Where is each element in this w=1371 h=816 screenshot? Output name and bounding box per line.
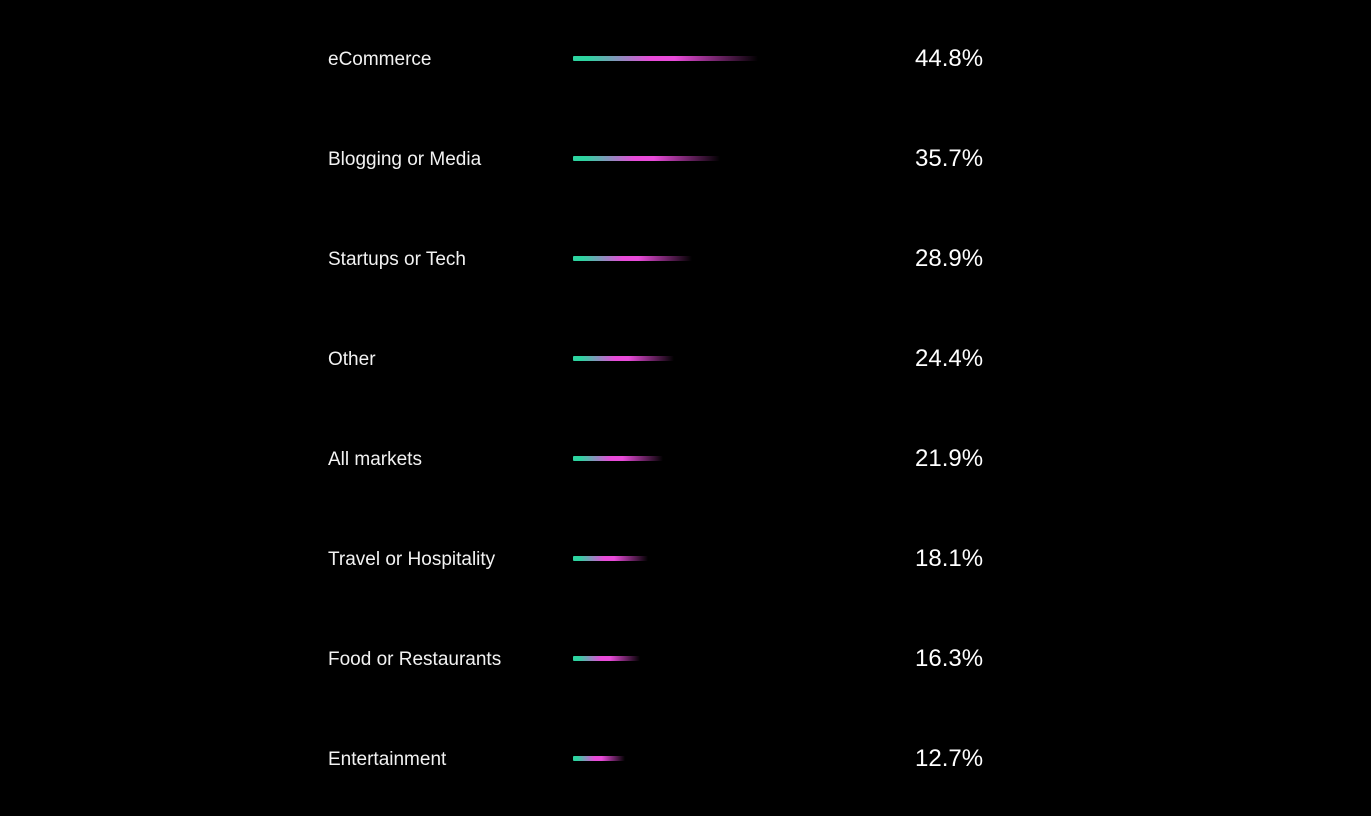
- chart-row: eCommerce 44.8%: [0, 40, 1371, 80]
- bar-track: [573, 456, 993, 461]
- bar-track: [573, 256, 993, 261]
- bar: [573, 756, 625, 761]
- bar: [573, 656, 640, 661]
- chart-row: Other 24.4%: [0, 340, 1371, 380]
- category-label: Blogging or Media: [328, 149, 482, 170]
- category-label: eCommerce: [328, 49, 432, 70]
- category-label: Food or Restaurants: [328, 649, 502, 670]
- category-label: All markets: [328, 449, 422, 470]
- chart-row: Blogging or Media 35.7%: [0, 140, 1371, 180]
- bar-track: [573, 156, 993, 161]
- bar-track: [573, 556, 993, 561]
- value-label: 18.1%: [915, 545, 984, 572]
- category-label: Entertainment: [328, 749, 447, 770]
- bar-track: [573, 756, 993, 761]
- value-label: 44.8%: [915, 45, 984, 72]
- category-label: Startups or Tech: [328, 249, 467, 270]
- value-label: 12.7%: [915, 745, 984, 772]
- bar: [573, 556, 648, 561]
- value-label: 21.9%: [915, 445, 984, 472]
- chart-row: All markets 21.9%: [0, 440, 1371, 480]
- bar: [573, 256, 692, 261]
- bar: [573, 356, 674, 361]
- value-label: 28.9%: [915, 245, 984, 272]
- bar-track: [573, 656, 993, 661]
- bar-track: [573, 356, 993, 361]
- bar: [573, 156, 720, 161]
- chart-row: Entertainment 12.7%: [0, 740, 1371, 780]
- bar: [573, 56, 758, 61]
- value-label: 24.4%: [915, 345, 984, 372]
- bar-track: [573, 56, 993, 61]
- bar: [573, 456, 663, 461]
- value-label: 35.7%: [915, 145, 984, 172]
- chart-row: Travel or Hospitality 18.1%: [0, 540, 1371, 580]
- chart-row: Food or Restaurants 16.3%: [0, 640, 1371, 680]
- category-label: Other: [328, 349, 376, 370]
- value-label: 16.3%: [915, 645, 984, 672]
- chart-row: Startups or Tech 28.9%: [0, 240, 1371, 280]
- category-label: Travel or Hospitality: [328, 549, 496, 570]
